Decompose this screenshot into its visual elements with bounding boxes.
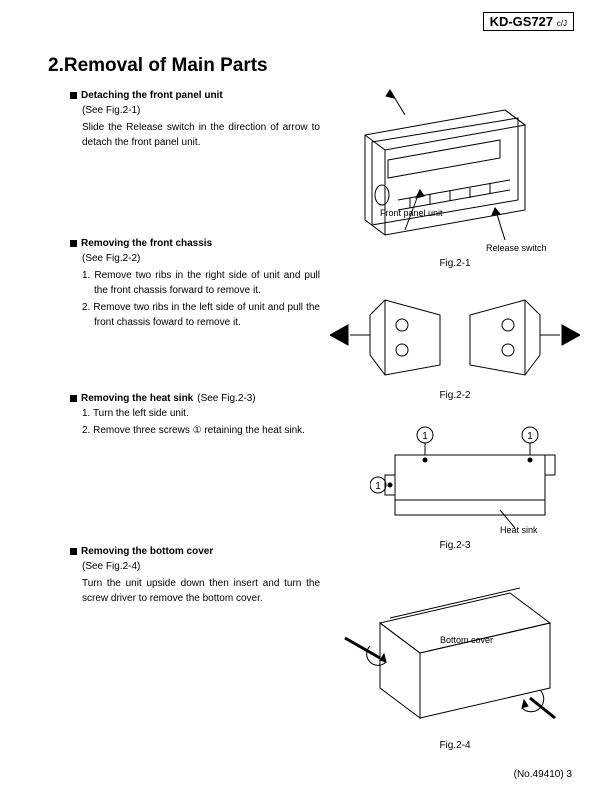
- page-title: 2.Removal of Main Parts: [48, 55, 268, 77]
- bullet-icon: [70, 92, 77, 99]
- figure-2-2: [330, 285, 580, 385]
- section-body: (See Fig.2-2) 1. Remove two ribs in the …: [82, 251, 320, 330]
- caption-fig-2-2: Fig.2-2: [425, 390, 485, 401]
- section-remove-heat-sink: Removing the heat sink (See Fig.2-3) 1. …: [70, 393, 320, 438]
- section-remove-bottom-cover: Removing the bottom cover (See Fig.2-4) …: [70, 546, 320, 606]
- section-heading: Removing the bottom cover: [70, 546, 320, 557]
- list-item: 1. Remove two ribs in the right side of …: [82, 268, 320, 298]
- caption-fig-2-4: Fig.2-4: [425, 740, 485, 751]
- caption-fig-2-3: Fig.2-3: [425, 540, 485, 551]
- heading-text: Removing the bottom cover: [81, 546, 213, 557]
- section-remove-front-chassis: Removing the front chassis (See Fig.2-2)…: [70, 238, 320, 330]
- label-heat-sink: Heat sink: [500, 525, 538, 535]
- caption-fig-2-1: Fig.2-1: [425, 258, 485, 269]
- label-bottom-cover: Bottom cover: [440, 635, 493, 645]
- bullet-icon: [70, 240, 77, 247]
- svg-text:1: 1: [422, 431, 428, 442]
- heading-text: Removing the heat sink: [81, 393, 193, 404]
- step-list: 1. Remove two ribs in the right side of …: [82, 268, 320, 330]
- section-heading: Removing the heat sink (See Fig.2-3): [70, 393, 320, 404]
- page-footer: (No.49410) 3: [514, 769, 572, 780]
- body-text: Turn the unit upside down then insert an…: [82, 576, 320, 606]
- model-suffix: c/J: [557, 19, 567, 28]
- step-list: 1. Turn the left side unit. 2. Remove th…: [82, 406, 320, 438]
- heading-text: Removing the front chassis: [81, 238, 212, 249]
- model-code: KD-GS727: [490, 14, 554, 29]
- ref-text: (See Fig.2-2): [82, 251, 320, 266]
- heading-ref: (See Fig.2-3): [197, 393, 255, 404]
- body-text: Slide the Release switch in the directio…: [82, 120, 320, 150]
- figure-2-1: [350, 80, 550, 250]
- list-item: 2. Remove three screws ① retaining the h…: [82, 423, 320, 438]
- ref-text: (See Fig.2-4): [82, 559, 320, 574]
- section-body: 1. Turn the left side unit. 2. Remove th…: [82, 406, 320, 438]
- figure-2-3: 1 1 1: [370, 420, 565, 535]
- list-item: 1. Turn the left side unit.: [82, 406, 320, 421]
- section-body: (See Fig.2-4) Turn the unit upside down …: [82, 559, 320, 606]
- label-release-switch: Release switch: [486, 243, 547, 253]
- bullet-icon: [70, 395, 77, 402]
- svg-text:1: 1: [375, 481, 381, 492]
- model-code-box: KD-GS727 c/J: [483, 12, 574, 31]
- list-item: 2. Remove two ribs in the left side of u…: [82, 300, 320, 330]
- section-body: (See Fig.2-1) Slide the Release switch i…: [82, 103, 320, 150]
- heading-text: Detaching the front panel unit: [81, 90, 223, 101]
- section-detach-front-panel: Detaching the front panel unit (See Fig.…: [70, 90, 320, 150]
- section-heading: Removing the front chassis: [70, 238, 320, 249]
- svg-text:1: 1: [527, 431, 533, 442]
- bullet-icon: [70, 548, 77, 555]
- label-front-panel: Front panel unit: [380, 208, 443, 218]
- ref-text: (See Fig.2-1): [82, 103, 320, 118]
- figure-2-4: [340, 568, 570, 738]
- section-heading: Detaching the front panel unit: [70, 90, 320, 101]
